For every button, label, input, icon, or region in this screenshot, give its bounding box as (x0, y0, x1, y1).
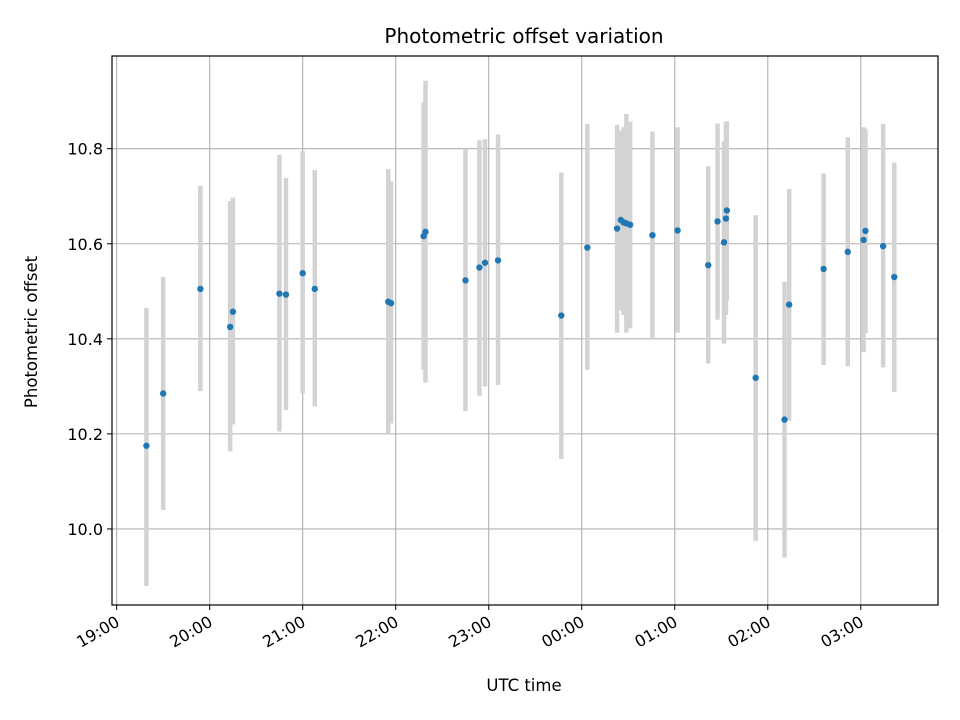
data-point (844, 248, 851, 256)
y-tick-label: 10.2 (67, 425, 103, 444)
data-point (311, 285, 318, 293)
data-point (481, 259, 489, 266)
data-point (226, 323, 234, 331)
data-point (613, 225, 621, 232)
y-tick-label: 10.8 (67, 140, 103, 159)
data-point (649, 231, 656, 239)
data-point (299, 270, 306, 277)
data-points (143, 207, 898, 449)
chart-title: Photometric offset variation (384, 24, 663, 48)
data-point (626, 221, 634, 228)
data-point (674, 227, 681, 234)
data-point (584, 244, 591, 251)
data-point (862, 227, 869, 235)
data-point (159, 390, 167, 397)
x-axis-label: UTC time (486, 676, 561, 695)
y-tick-label: 10.6 (67, 235, 103, 254)
data-point (387, 299, 395, 307)
plot-frame (111, 55, 939, 606)
data-point (723, 207, 731, 214)
data-point (282, 291, 290, 298)
y-tick-label: 10.4 (67, 330, 103, 349)
data-point (752, 374, 759, 381)
data-point (276, 290, 283, 297)
data-point (197, 285, 204, 293)
data-point (494, 257, 502, 264)
data-point (879, 242, 887, 250)
data-point (143, 442, 150, 449)
data-point (229, 308, 237, 315)
data-point (820, 265, 827, 273)
data-point (714, 218, 721, 225)
data-point (705, 261, 712, 269)
data-point (558, 312, 565, 319)
data-point (781, 416, 788, 423)
data-point (891, 273, 898, 281)
data-point (722, 215, 730, 222)
data-point (785, 301, 793, 308)
data-point (476, 264, 483, 271)
data-point (720, 239, 728, 246)
data-point (860, 236, 867, 244)
data-point (422, 228, 429, 236)
y-axis-ticks: 10.0 10.2 10.4 10.6 10.8 (67, 140, 112, 539)
y-axis-label: Photometric offset (22, 255, 41, 408)
data-point (462, 277, 469, 284)
y-tick-label: 10.0 (67, 520, 103, 539)
